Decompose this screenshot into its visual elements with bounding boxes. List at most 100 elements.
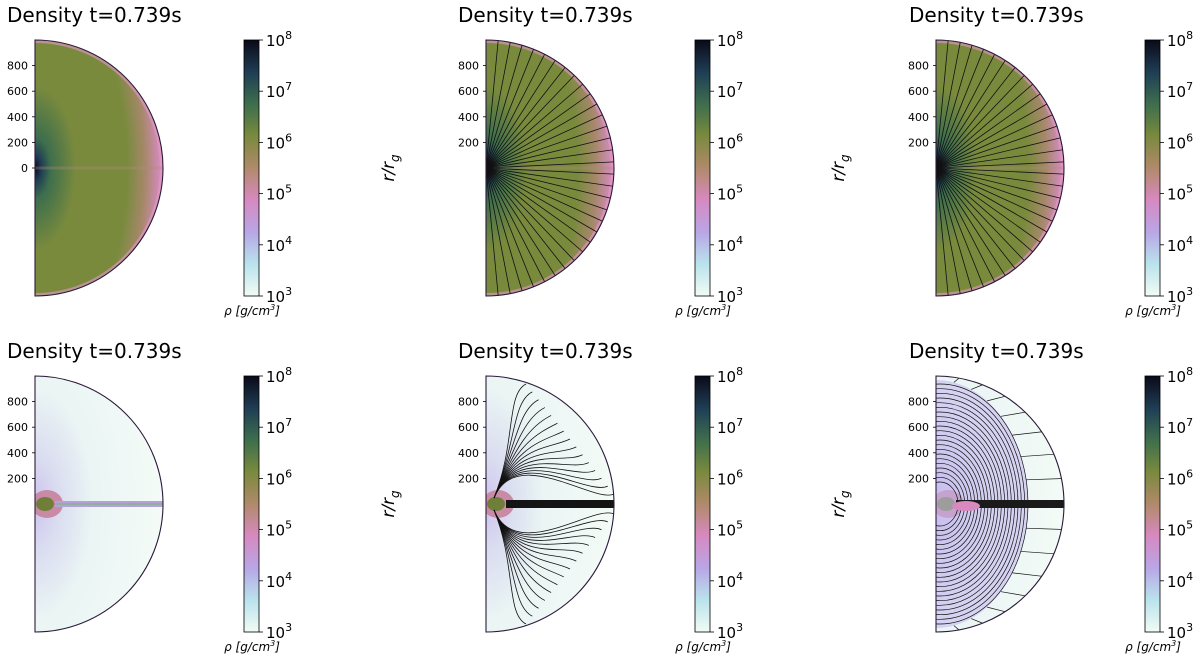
field-line	[486, 167, 568, 271]
y-tick-label: 600	[458, 421, 479, 434]
field-line	[936, 42, 974, 169]
colorbar-tick-label: 104	[1167, 570, 1193, 591]
colorbar-tick-label: 108	[717, 365, 743, 386]
field-line	[486, 167, 614, 175]
domain-outline	[34, 375, 164, 633]
field-line	[486, 42, 524, 169]
colorbar-tick-label: 105	[717, 519, 743, 540]
field-line	[1000, 411, 1029, 417]
field-line	[936, 40, 962, 169]
colorbar-label: ρ [g/cm3]	[1125, 303, 1181, 318]
field-line	[1000, 591, 1029, 597]
field-line	[486, 167, 535, 290]
y-tick-label: 400	[458, 111, 479, 124]
colorbar-tick-label: 105	[266, 183, 292, 204]
field-line	[936, 46, 985, 169]
field-line	[1026, 478, 1064, 481]
colorbar-tick-label: 107	[1167, 80, 1193, 101]
panel-6: Density t=0.739s r/rg 800 600 400 200 108 107 10…	[829, 339, 1193, 654]
panel-title: Density t=0.739s	[909, 339, 1084, 363]
field-line	[486, 167, 499, 296]
y-tick-label: 400	[7, 111, 28, 124]
field-line	[1012, 572, 1045, 577]
colorbar-tick-label: 107	[717, 416, 743, 437]
field-line	[486, 65, 568, 169]
field-line	[936, 73, 1027, 169]
field-line	[486, 167, 605, 223]
y-tick-label: 0	[21, 162, 28, 175]
y-tick-label: 400	[458, 447, 479, 460]
colorbar-tick-label: 105	[1167, 183, 1193, 204]
field-line	[936, 167, 1064, 187]
field-line	[936, 57, 1007, 169]
y-tick-label: 600	[7, 85, 28, 98]
y-tick-label: 800	[908, 396, 929, 409]
colorbar-label: ρ [g/cm3]	[224, 639, 280, 654]
field-line	[486, 167, 585, 254]
y-tick-label: 200	[458, 472, 479, 485]
field-line	[486, 124, 610, 169]
panel-title: Density t=0.739s	[458, 3, 633, 27]
field-line	[486, 136, 613, 169]
field-line	[936, 136, 1063, 169]
domain-outline	[935, 375, 1065, 633]
field-line	[936, 167, 1007, 279]
panel-title: Density t=0.739s	[909, 3, 1084, 27]
field-line	[486, 149, 614, 169]
y-tick-label: 800	[7, 60, 28, 73]
colorbar-tick-label: 108	[1167, 365, 1193, 386]
y-tick-label: 600	[7, 421, 28, 434]
y-tick-label: 800	[7, 396, 28, 409]
y-axis-label: r/rg	[379, 154, 402, 182]
field-line	[936, 91, 1043, 169]
colorbar	[694, 375, 711, 633]
field-line	[936, 167, 949, 296]
colorbar-tick-label: 107	[266, 416, 292, 437]
colorbar-tick-label: 106	[1167, 131, 1193, 152]
y-tick-label: 600	[908, 421, 929, 434]
field-line	[936, 167, 985, 290]
colorbar-label: ρ [g/cm3]	[1125, 639, 1181, 654]
field-line	[486, 167, 614, 187]
field-line	[486, 40, 499, 169]
colorbar	[1144, 39, 1161, 297]
field-line	[486, 161, 614, 169]
field-line	[936, 167, 1055, 223]
field-line	[936, 82, 1035, 169]
colorbar-label: ρ [g/cm3]	[224, 303, 280, 318]
field-line	[1012, 431, 1045, 436]
field-line	[936, 167, 1043, 245]
field-line	[936, 167, 974, 294]
jet-lines	[506, 500, 614, 508]
field-line	[936, 167, 1018, 271]
field-line	[486, 167, 610, 212]
colorbar-tick-label: 104	[717, 570, 743, 591]
field-line	[936, 167, 1027, 263]
colorbar-tick-label: 106	[266, 131, 292, 152]
y-axis-label: r/rg	[829, 490, 852, 518]
panel-title: Density t=0.739s	[7, 339, 182, 363]
field-line	[486, 167, 524, 294]
colorbar	[694, 39, 711, 297]
colorbar-label: ρ [g/cm3]	[675, 639, 731, 654]
field-line	[936, 149, 1064, 169]
y-tick-label: 400	[908, 111, 929, 124]
y-tick-label: 200	[458, 136, 479, 149]
field-line	[486, 51, 547, 169]
domain-outline	[485, 375, 615, 633]
density-field	[936, 40, 1064, 296]
field-line	[486, 46, 535, 169]
y-tick-label: 600	[908, 85, 929, 98]
panel-5: Density t=0.739s r/rg 800 600 400 200 108 107 10…	[379, 339, 743, 654]
field-line	[936, 51, 997, 169]
colorbar-tick-label: 107	[1167, 416, 1193, 437]
field-line	[936, 40, 949, 169]
colorbar-tick-label: 106	[717, 131, 743, 152]
colorbar-tick-label: 107	[717, 80, 743, 101]
field-line	[486, 40, 512, 169]
field-line	[936, 167, 962, 296]
field-line	[936, 113, 1055, 169]
field-line	[486, 167, 593, 245]
colorbar	[1144, 375, 1161, 633]
colorbar-tick-label: 105	[717, 183, 743, 204]
